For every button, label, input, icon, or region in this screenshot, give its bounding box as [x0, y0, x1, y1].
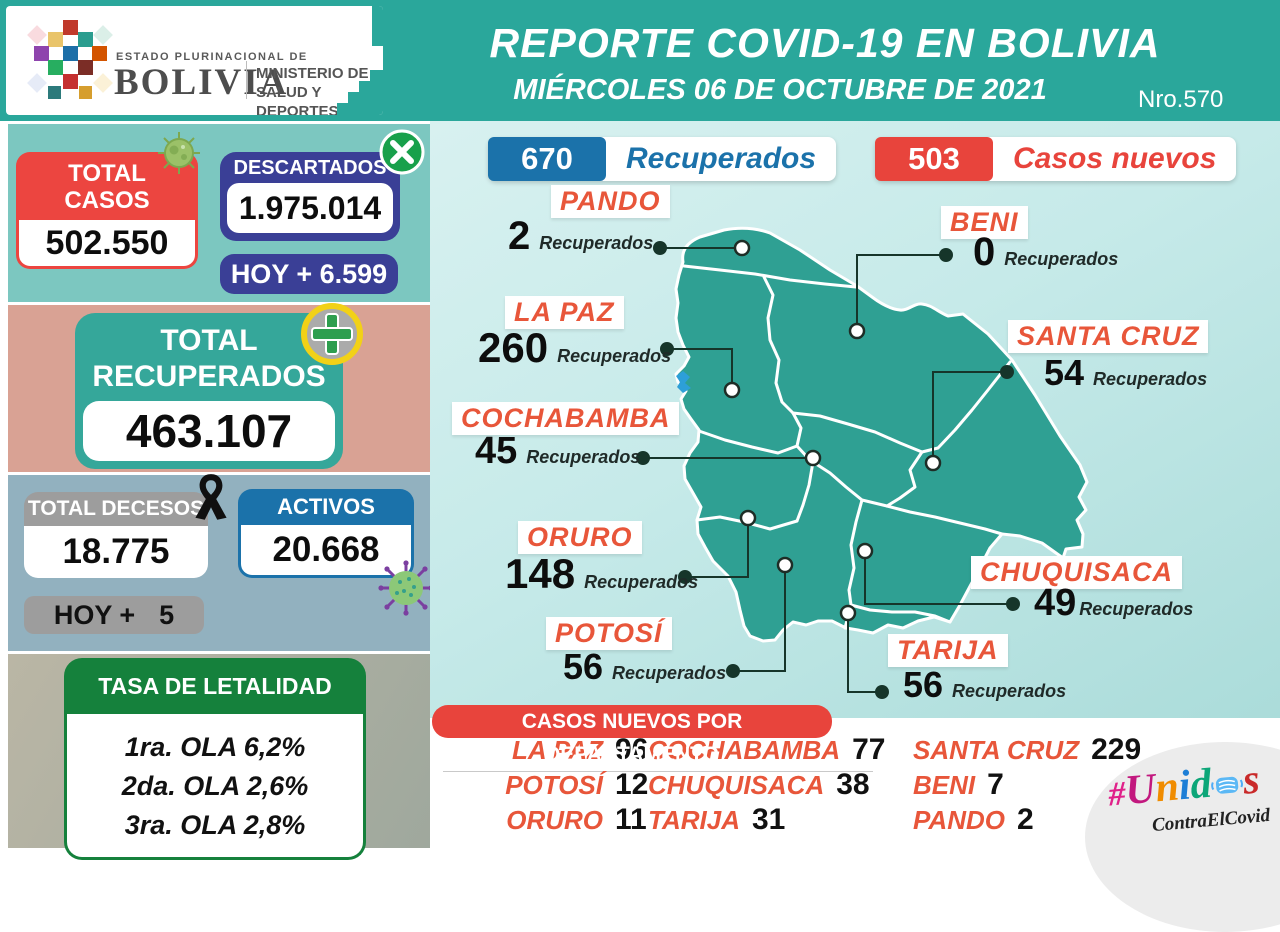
total-deaths-value: 18.775	[24, 526, 208, 578]
virus-icon	[158, 132, 200, 174]
report-number: Nro.570	[1138, 86, 1224, 113]
total-recovered-value: 463.107	[83, 401, 335, 461]
table-divider	[443, 771, 873, 772]
lethality-card: TASA DE LETALIDAD 1ra. OLA 6,2% 2da. OLA…	[64, 658, 366, 860]
table-row: PANDO 2	[913, 803, 1034, 836]
total-cases-value: 502.550	[16, 220, 198, 269]
mourning-ribbon-icon	[195, 474, 227, 520]
table-row: BENI 7	[913, 768, 1004, 801]
stair-decoration	[337, 103, 348, 115]
table-row: COCHABAMBA 77	[648, 733, 886, 766]
dept-stat-santa-cruz: 54 Recuperados	[1044, 352, 1208, 393]
discarded-today: HOY + 6.599	[220, 254, 398, 294]
total-recovered-card: TOTAL RECUPERADOS 463.107	[75, 313, 343, 469]
total-deaths-card: TOTAL DECESOS 18.775	[24, 492, 208, 578]
new-cases-column-2: COCHABAMBA 77 CHUQUISACA 38 TARIJA 31	[648, 733, 885, 838]
table-row: TARIJA 31	[648, 803, 786, 836]
new-cases-column-3: SANTA CRUZ 229 BENI 7 PANDO 2	[913, 733, 1141, 838]
page-title: REPORTE COVID-19 EN BOLIVIA	[489, 20, 1161, 66]
dept-label-pando: PANDO	[551, 185, 670, 218]
logo-divider	[246, 61, 247, 99]
dept-stat-cochabamba: 45 Recuperados	[475, 430, 641, 472]
org-pretitle: ESTADO PLURINACIONAL DE	[116, 51, 308, 63]
ministry-name: MINISTERIO DE SALUD Y DEPORTES	[256, 65, 369, 115]
lethality-wave-1: 1ra. OLA 6,2%	[124, 732, 306, 762]
new-cases-total-badge: 503 Casos nuevos	[875, 137, 1237, 181]
discarded-card: DESCARTADOS 1.975.014	[220, 152, 400, 241]
table-row: CHUQUISACA 38	[648, 768, 870, 801]
new-cases-column-1: LA PAZ 96 POTOSÍ 12 ORURO 11	[445, 733, 648, 838]
plus-icon	[301, 303, 363, 365]
new-cases-table-title: CASOS NUEVOS POR DEPARTAMENTO	[432, 705, 832, 766]
dept-label-tarija: TARIJA	[888, 634, 1008, 667]
table-row: SANTA CRUZ 229	[913, 733, 1142, 766]
table-row: LA PAZ 96	[445, 733, 648, 768]
ministry-logo-card: ESTADO PLURINACIONAL DE BOLIVIA MINISTER…	[6, 6, 383, 115]
recovered-total-badge: 670 Recuperados	[488, 137, 837, 181]
dept-stat-chuquisaca: 49 Recuperados	[1034, 582, 1194, 624]
discarded-x-icon	[379, 129, 425, 175]
dept-stat-beni: 0 Recuperados	[973, 230, 1119, 274]
unidos-campaign-logo: #Unid s	[1106, 756, 1262, 815]
new-cases-total-value: 503	[875, 137, 993, 181]
face-mask-icon	[1211, 776, 1244, 794]
dept-label-cochabamba: COCHABAMBA	[452, 402, 680, 435]
page-date: MIÉRCOLES 06 DE OCTUBRE DE 2021	[513, 74, 1047, 106]
dept-stat-pando: 2 Recuperados	[508, 214, 654, 258]
dept-label-potosi: POTOSÍ	[546, 617, 672, 650]
lethality-wave-3: 3ra. OLA 2,8%	[124, 810, 306, 840]
lethality-wave-2: 2da. OLA 2,6%	[121, 771, 309, 801]
bolivia-emblem-icon	[27, 20, 113, 99]
deaths-today: HOY +5	[24, 596, 204, 634]
dept-stat-la-paz: 260 Recuperados	[478, 324, 672, 371]
dept-label-la-paz: LA PAZ	[505, 296, 624, 329]
dept-stat-tarija: 56 Recuperados	[903, 664, 1067, 705]
discarded-value: 1.975.014	[227, 183, 393, 233]
table-row: POTOSÍ 12	[505, 768, 649, 801]
org-name: BOLIVIA	[114, 62, 289, 103]
virus-icon	[378, 560, 434, 616]
dept-stat-oruro: 148 Recuperados	[505, 550, 699, 597]
dept-label-oruro: ORURO	[518, 521, 642, 554]
discarded-label: DESCARTADOS	[233, 157, 387, 179]
table-row: ORURO 11	[506, 803, 647, 836]
recovered-total-value: 670	[488, 137, 606, 181]
dept-label-santa-cruz: SANTA CRUZ	[1008, 320, 1209, 353]
dept-stat-potosi: 56 Recuperados	[563, 646, 727, 687]
